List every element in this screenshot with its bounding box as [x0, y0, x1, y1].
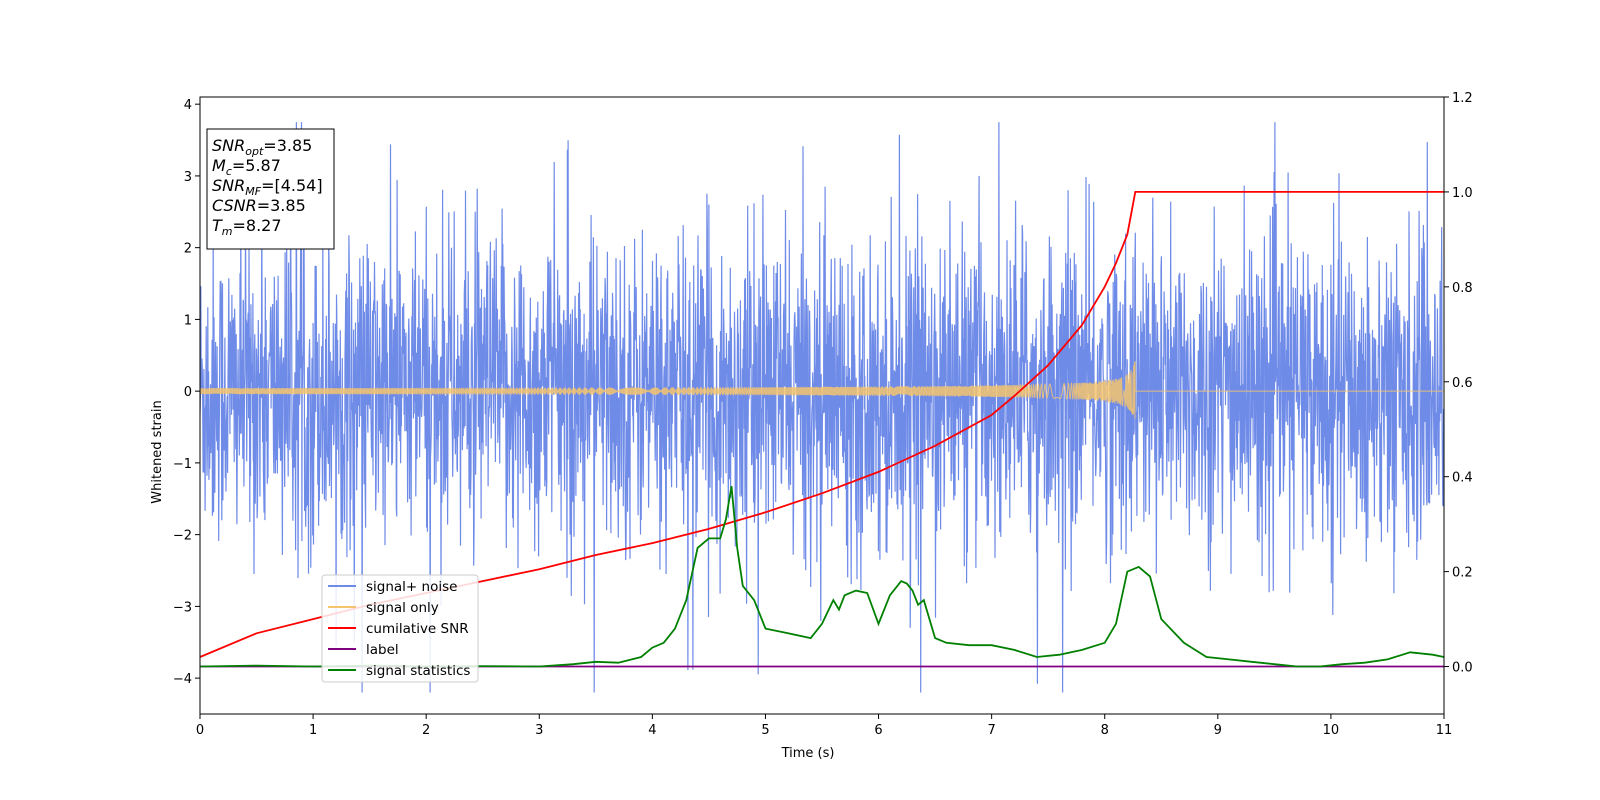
y-axis-left: −4 −3 −2 −1 0 1 2 3 4	[173, 98, 200, 687]
annotation-frame	[206, 128, 335, 250]
y-axis-right: 0.0 0.2 0.4 0.6 0.8 1.0 1.2	[1444, 91, 1473, 676]
y-right-tick-label: 0.6	[1452, 376, 1473, 391]
annotation-line: Mc=5.87	[212, 156, 281, 178]
y-right-tick-label: 0.4	[1452, 471, 1473, 486]
x-tick-label: 2	[422, 723, 430, 738]
y-left-tick-label: 3	[184, 170, 192, 185]
y-left-tick-label: −3	[173, 600, 192, 615]
y-left-tick-label: 1	[184, 313, 192, 328]
plot-border	[199, 96, 1445, 715]
x-tick-label: 11	[1436, 723, 1453, 738]
x-axis: 0 1 2 3 4 5 6 7 8 9 10 11	[196, 714, 1452, 738]
plot-frame	[199, 96, 1445, 715]
y-right-tick-label: 1.2	[1452, 91, 1473, 106]
x-tick-label: 9	[1214, 723, 1222, 738]
x-axis-label: Time (s)	[781, 746, 835, 761]
legend-label: cumilative SNR	[366, 621, 469, 637]
y-left-tick-label: −4	[173, 672, 192, 687]
y-axis-label: Whitened strain	[150, 400, 165, 503]
x-tick-label: 10	[1323, 723, 1340, 738]
x-tick-label: 3	[535, 723, 543, 738]
y-right-tick-label: 0.2	[1452, 566, 1473, 581]
y-left-tick-label: 2	[184, 242, 192, 257]
annotation-line: Tm=8.27	[212, 216, 282, 238]
x-tick-label: 7	[987, 723, 995, 738]
legend-label: label	[366, 642, 399, 658]
annotation-line: CSNR=3.85	[212, 196, 306, 215]
series-signal-noise	[200, 122, 1444, 693]
legend-frame	[321, 574, 479, 683]
annotation-box: SNRopt=3.85Mc=5.87SNRMF=[4.54]CSNR=3.85T…	[206, 128, 335, 250]
series-signal-statistics	[200, 486, 1444, 668]
x-tick-label: 8	[1101, 723, 1109, 738]
legend-label: signal only	[366, 600, 439, 616]
y-right-tick-label: 1.0	[1452, 186, 1473, 201]
legend-label: signal+ noise	[366, 579, 457, 595]
y-left-tick-label: 4	[184, 98, 192, 113]
x-tick-label: 0	[196, 723, 204, 738]
x-tick-label: 4	[648, 723, 656, 738]
x-tick-label: 1	[309, 723, 317, 738]
x-tick-label: 6	[874, 723, 882, 738]
y-left-tick-label: 0	[184, 385, 192, 400]
annotation-line: SNRMF=[4.54]	[212, 176, 323, 198]
x-tick-label: 5	[761, 723, 769, 738]
y-left-tick-label: −2	[173, 529, 192, 544]
series-signal-only	[200, 361, 1444, 419]
legend: signal+ noise signal only cumilative SNR la…	[321, 574, 479, 683]
y-right-tick-label: 0.0	[1452, 661, 1473, 676]
y-left-tick-label: −1	[173, 457, 192, 472]
y-right-tick-label: 0.8	[1452, 281, 1473, 296]
annotation-line: SNRopt=3.85	[212, 136, 312, 158]
legend-label: signal statistics	[366, 663, 470, 679]
